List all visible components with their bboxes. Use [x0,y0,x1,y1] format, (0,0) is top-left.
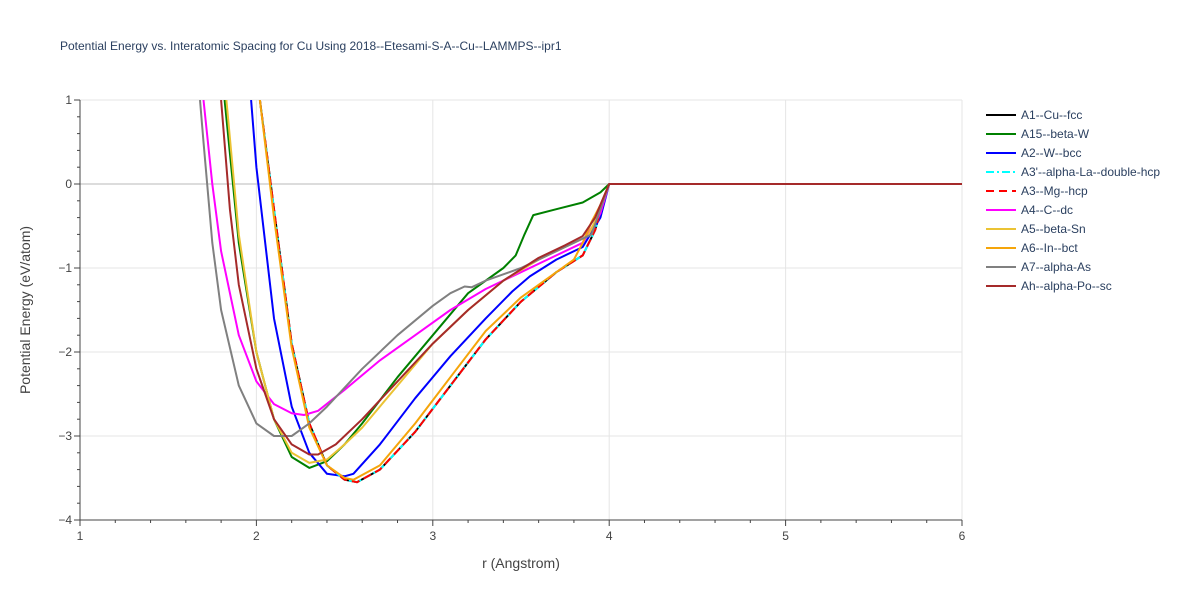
legend: A1--Cu--fcc A15--beta-W A2--W--bcc A3'--alp… [986,108,1160,293]
y-tick-label: 0 [65,177,72,191]
legend-item[interactable]: A6--In--bct [1021,241,1078,255]
series-line-1 [223,100,962,469]
legend-item[interactable]: A3'--alpha-La--double-hcp [1021,165,1160,179]
legend-item[interactable]: A15--beta-W [1021,127,1090,141]
legend-item[interactable]: A2--W--bcc [1021,146,1081,160]
legend-item[interactable]: A3--Mg--hcp [1021,184,1088,198]
y-tick-label: −3 [58,429,72,443]
y-tick-label: 1 [65,93,72,107]
y-axis-title: Potential Energy (eV/atom) [17,226,33,394]
grid [80,99,963,520]
series-line-6 [225,100,962,464]
series-line-5 [202,100,962,416]
legend-item[interactable]: Ah--alpha-Po--sc [1021,279,1112,293]
chart-title: Potential Energy vs. Interatomic Spacing… [60,39,562,53]
x-tick-label: 6 [959,529,966,543]
series-line-3 [258,100,962,484]
x-axis-title: r (Angstrom) [482,555,560,571]
x-tick-label: 2 [253,529,260,543]
plot-area [199,100,962,484]
y-tick-label: −4 [58,513,72,527]
x-tick-label: 5 [782,529,789,543]
y-tick-label: −1 [58,261,72,275]
legend-item[interactable]: A4--C--dc [1021,203,1073,217]
x-tick-label: 1 [77,529,84,543]
series-line-2 [250,100,962,478]
legend-item[interactable]: A1--Cu--fcc [1021,108,1082,122]
legend-item[interactable]: A7--alpha-As [1021,260,1091,274]
series-line-8 [199,100,962,437]
y-tick-label: −2 [58,345,72,359]
axes: 1 2 3 4 5 6 1 0 −1 −2 −3 −4 [58,93,965,543]
series-line-9 [220,100,962,456]
legend-item[interactable]: A5--beta-Sn [1021,222,1086,236]
x-tick-label: 3 [429,529,436,543]
x-tick-label: 4 [606,529,613,543]
